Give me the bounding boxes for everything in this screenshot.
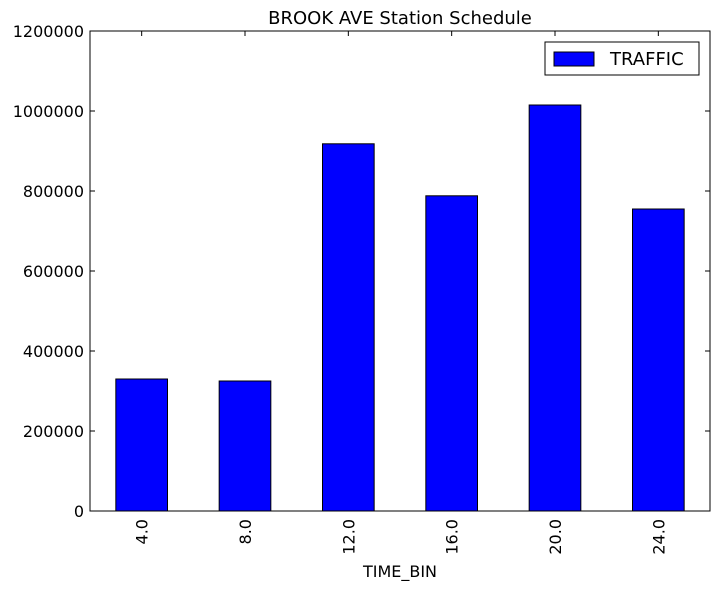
bar-24.0 xyxy=(632,208,685,512)
x-axis-label: TIME_BIN xyxy=(362,562,437,582)
bar-8.0 xyxy=(218,380,272,512)
x-tick-label: 20.0 xyxy=(546,519,565,555)
x-tick-label: 16.0 xyxy=(443,519,462,555)
y-tick-label: 1000000 xyxy=(13,102,84,121)
bar-16.0 xyxy=(425,195,479,512)
x-tick-label: 24.0 xyxy=(649,519,668,555)
chart-title: BROOK AVE Station Schedule xyxy=(268,8,532,29)
y-tick-label: 1200000 xyxy=(13,22,84,41)
y-tick-label: 200000 xyxy=(23,422,84,441)
x-tick-label: 4.0 xyxy=(133,519,152,544)
x-tick-label: 12.0 xyxy=(339,519,358,555)
y-axis-ticks: 0 200000 400000 600000 800000 1000000 1200000 xyxy=(13,22,710,521)
x-axis-ticks: 4.0 8.0 12.0 16.0 20.0 24.0 xyxy=(133,31,668,555)
bars xyxy=(115,104,685,512)
legend-swatch-traffic xyxy=(553,51,595,67)
x-tick-label: 8.0 xyxy=(236,519,255,544)
legend: TRAFFIC xyxy=(544,41,700,76)
y-tick-label: 600000 xyxy=(23,262,84,281)
bar-4.0 xyxy=(115,378,169,512)
y-tick-label: 400000 xyxy=(23,342,84,361)
y-tick-label: 800000 xyxy=(23,182,84,201)
plot-frame xyxy=(89,30,711,512)
y-tick-label: 0 xyxy=(74,502,84,521)
bar-12.0 xyxy=(322,143,375,512)
bar-20.0 xyxy=(528,104,582,512)
legend-label-traffic: TRAFFIC xyxy=(609,49,684,70)
